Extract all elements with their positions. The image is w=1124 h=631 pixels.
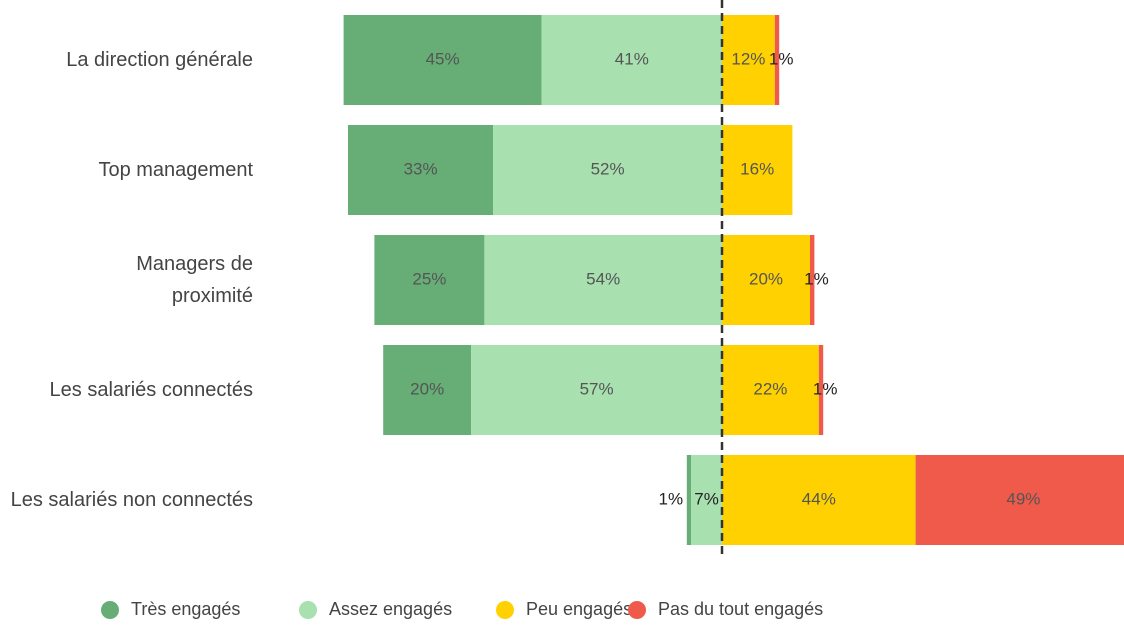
data-label: 12% <box>731 49 765 68</box>
bar-segment <box>343 15 542 105</box>
legend-label: Peu engagés <box>526 599 632 619</box>
bar-segment <box>493 125 722 215</box>
data-label: 20% <box>410 379 444 398</box>
data-label: 52% <box>591 159 625 178</box>
data-label: 1% <box>813 379 838 398</box>
category-label: Les salariés non connectés <box>10 489 253 511</box>
bar-segment <box>722 455 916 545</box>
data-label: 49% <box>1006 489 1040 508</box>
data-label: 20% <box>749 269 783 288</box>
bar-segment <box>686 455 692 545</box>
data-label: 25% <box>412 269 446 288</box>
data-label: 44% <box>802 489 836 508</box>
bar-segment <box>691 455 722 545</box>
bar-segment <box>722 15 775 105</box>
data-label: 1% <box>804 269 829 288</box>
bar-segment <box>774 15 780 105</box>
data-label: 7% <box>694 489 719 508</box>
category-label: Top management <box>98 159 253 181</box>
legend-swatch <box>299 601 317 619</box>
data-label: 1% <box>659 489 684 508</box>
bar-segment <box>374 235 485 325</box>
data-label: 41% <box>615 49 649 68</box>
category-label: La direction générale <box>66 49 253 71</box>
legend-label: Très engagés <box>131 599 240 619</box>
legend-label: Assez engagés <box>329 599 452 619</box>
bar-segment <box>722 345 819 435</box>
bar-segment <box>810 235 815 325</box>
data-label: 45% <box>426 49 460 68</box>
data-label: 57% <box>580 379 614 398</box>
bar-segment <box>541 15 722 105</box>
category-label: Les salariés connectés <box>49 379 253 401</box>
bar-segment <box>348 125 494 215</box>
bar-segment <box>818 345 824 435</box>
bar-segment <box>915 455 1124 545</box>
bar-segment <box>383 345 472 435</box>
data-label: 54% <box>586 269 620 288</box>
bar-segment <box>722 235 810 325</box>
bar-segment <box>722 125 793 215</box>
bar-segment <box>471 345 722 435</box>
category-label: Managers de proximité <box>136 253 253 307</box>
legend-label: Pas du tout engagés <box>658 599 823 619</box>
bar-segment <box>484 235 722 325</box>
data-label: 22% <box>753 379 787 398</box>
data-label: 1% <box>769 49 794 68</box>
data-label: 16% <box>740 159 774 178</box>
data-label: 33% <box>404 159 438 178</box>
legend-swatch <box>496 601 514 619</box>
legend-swatch <box>101 601 119 619</box>
legend-swatch <box>628 601 646 619</box>
